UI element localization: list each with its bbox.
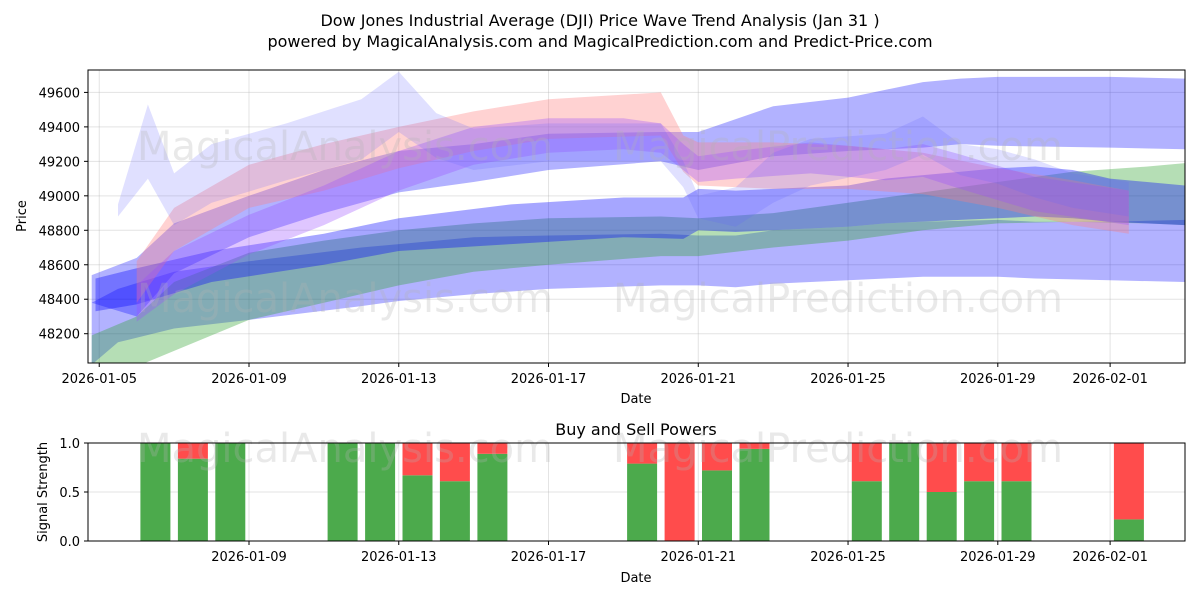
- signal-x-tick-label: 2026-01-21: [660, 550, 736, 565]
- signal-y-tick-label: 0.5: [59, 486, 80, 501]
- sell-bar: [926, 443, 957, 492]
- buy-bar: [477, 453, 508, 541]
- buy-bar: [402, 475, 433, 541]
- signal-panel: Buy and Sell Powers MagicalAnalysis.com …: [36, 420, 1186, 586]
- price-band-1: [91, 163, 1185, 363]
- buy-bar: [215, 443, 246, 541]
- price-panel: MagicalAnalysis.com MagicalPrediction.co…: [15, 69, 1186, 407]
- buy-bar: [627, 463, 658, 541]
- price-y-tick-label: 48200: [39, 328, 80, 343]
- price-plot-frame: [87, 69, 1186, 364]
- buy-bar: [327, 443, 358, 541]
- buy-bar: [365, 443, 396, 541]
- price-band-4: [136, 92, 1129, 303]
- price-y-tick-label: 48600: [39, 259, 80, 274]
- price-band-3: [91, 76, 1185, 317]
- price-band-2: [95, 166, 1185, 312]
- watermark-analysis-signal: MagicalAnalysis.com: [137, 426, 553, 472]
- signal-x-tick-label: 2026-01-25: [810, 550, 886, 565]
- price-x-tick-label: 2026-01-05: [61, 372, 137, 387]
- price-x-tick-label: 2026-02-01: [1072, 372, 1148, 387]
- price-x-tick-label: 2026-01-21: [660, 372, 736, 387]
- sell-bar: [739, 443, 770, 449]
- price-y-tick-label: 49600: [39, 86, 80, 101]
- signal-x-tick-label: 2026-01-29: [960, 550, 1036, 565]
- buy-bar: [439, 481, 470, 541]
- price-y-tick-label: 49000: [39, 190, 80, 205]
- price-x-tick-label: 2026-01-25: [810, 372, 886, 387]
- sell-bar: [439, 443, 470, 482]
- price-grid: [88, 70, 1185, 363]
- buy-bar: [926, 492, 957, 541]
- signal-y-axis-label: Signal Strength: [36, 442, 51, 542]
- sell-bar: [702, 443, 732, 471]
- price-x-tick-label: 2026-01-17: [511, 372, 587, 387]
- signal-bars: [140, 443, 1144, 541]
- sell-bar: [402, 443, 433, 476]
- watermark-prediction-lower: MagicalPrediction.com: [613, 276, 1063, 322]
- signal-axes: 0.0 0.5 1.0 2026-01-09 2026-01-13 2026-01-17 2…: [59, 437, 1148, 565]
- price-axes: 48200 48400 48600 48800 49000 49200 49400 49600…: [39, 86, 1148, 387]
- signal-x-tick-label: 2026-01-17: [511, 550, 587, 565]
- buy-bar: [702, 470, 732, 541]
- sell-bar: [851, 443, 882, 482]
- price-y-axis-label: Price: [15, 200, 30, 232]
- price-y-tick-label: 49400: [39, 121, 80, 136]
- signal-x-tick-label: 2026-01-09: [211, 550, 287, 565]
- sell-bar: [964, 443, 995, 482]
- buy-bar: [739, 448, 770, 541]
- price-y-tick-label: 49200: [39, 155, 80, 170]
- signal-panel-title: Buy and Sell Powers: [555, 420, 717, 439]
- sell-bar: [1113, 443, 1144, 520]
- price-plot-area: [88, 70, 1185, 363]
- watermark-analysis-upper: MagicalAnalysis.com: [137, 124, 553, 170]
- price-y-tick-label: 48400: [39, 293, 80, 308]
- price-bands: [91, 71, 1185, 363]
- signal-x-tick-label: 2026-02-01: [1072, 550, 1148, 565]
- buy-bar: [1113, 519, 1144, 541]
- sell-bar: [664, 443, 695, 541]
- price-x-tick-label: 2026-01-09: [211, 372, 287, 387]
- sell-bar: [477, 443, 508, 454]
- price-band-0: [91, 219, 1185, 363]
- watermark-prediction-signal: MagicalPrediction.com: [613, 426, 1063, 472]
- sell-bar: [627, 443, 658, 464]
- buy-bar: [177, 458, 208, 541]
- buy-bar: [140, 443, 171, 541]
- buy-bar: [1001, 481, 1032, 541]
- signal-y-tick-label: 0.0: [59, 535, 80, 550]
- price-x-tick-label: 2026-01-29: [960, 372, 1036, 387]
- signal-y-tick-label: 1.0: [59, 437, 80, 452]
- price-x-tick-label: 2026-01-13: [361, 372, 437, 387]
- signal-x-axis-label: Date: [620, 571, 651, 586]
- signal-x-tick-label: 2026-01-13: [361, 550, 437, 565]
- price-band-5: [136, 118, 1129, 322]
- figure-title-line1: Dow Jones Industrial Average (DJI) Price…: [320, 11, 879, 30]
- price-y-tick-label: 48800: [39, 224, 80, 239]
- sell-bar: [177, 443, 208, 459]
- watermark-analysis-lower: MagicalAnalysis.com: [137, 276, 553, 322]
- buy-bar: [851, 481, 882, 541]
- buy-bar: [889, 443, 920, 541]
- price-x-axis-label: Date: [620, 392, 651, 407]
- watermark-prediction-upper: MagicalPrediction.com: [613, 124, 1063, 170]
- price-band-6: [118, 71, 1129, 227]
- buy-bar: [964, 481, 995, 541]
- sell-bar: [1001, 443, 1032, 482]
- figure-title-line2: powered by MagicalAnalysis.com and Magic…: [267, 32, 932, 51]
